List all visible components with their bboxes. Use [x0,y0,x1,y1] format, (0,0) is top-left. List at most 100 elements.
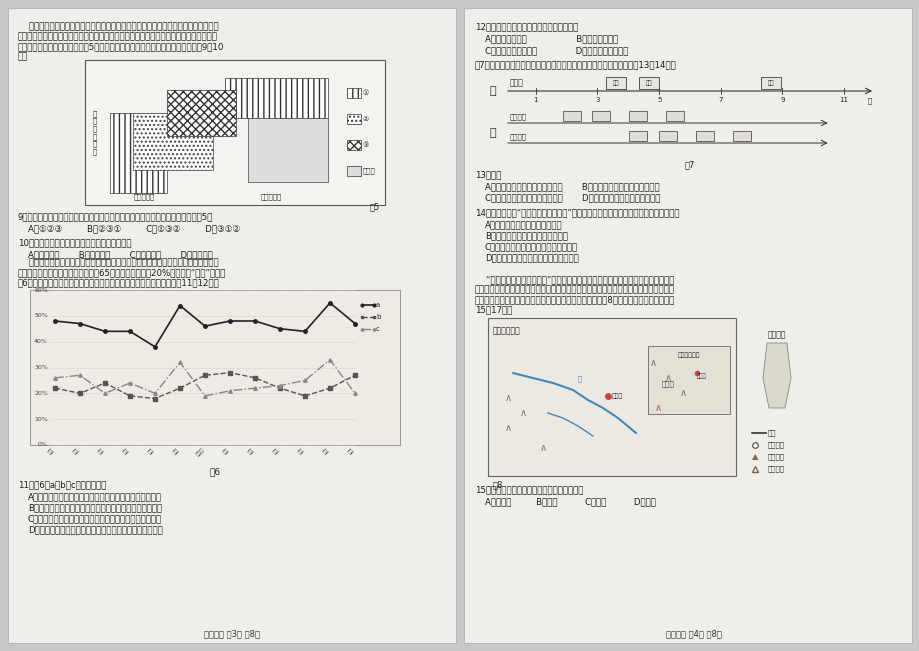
Text: ②: ② [363,116,369,122]
Text: 江西省: 江西省 [662,380,675,387]
Text: 11．图6中a、b、c曲线分别代表: 11．图6中a、b、c曲线分别代表 [18,480,107,489]
Text: A．改良水稻品种，推广杂交水稻: A．改良水稻品种，推广杂交水稻 [484,220,562,229]
Text: C．乙地农事最繁忙时为春分前后       D．乙地水稻生长周期远长于甲地: C．乙地农事最繁忙时为春分前后 D．乙地水稻生长周期远长于甲地 [484,193,660,202]
Text: A．少年儿童人口抚养比、老年人口抚养比、总人口抚养比: A．少年儿童人口抚养比、老年人口抚养比、总人口抚养比 [28,492,162,501]
Text: 居住区: 居住区 [363,168,375,174]
Bar [346,114,360,124]
Bar [248,118,328,182]
Text: ③: ③ [363,142,369,148]
Text: “匠从八方来，器成天下走”，不拘是进贡宫廷还是出口海外，景德镇瓷器一直备受: “匠从八方来，器成天下走”，不拘是进贡宫廷还是出口海外，景德镇瓷器一直备受 [474,275,674,284]
Text: 次人口普查结果显示南通、泰州两市65岁以上人口比重败20%，为江苏“最老”城市。: 次人口普查结果显示南通、泰州两市65岁以上人口比重败20%，为江苏“最老”城市。 [18,268,226,277]
Text: 乙: 乙 [489,128,495,138]
Text: 城市边缘区: 城市边缘区 [260,193,281,200]
Text: 图7为农闲甲、乙两地水稻适宜种植时间及其生长阶段示意图。据此回筀13～14题。: 图7为农闲甲、乙两地水稻适宜种植时间及其生长阶段示意图。据此回筀13～14题。 [474,60,676,69]
Text: 40%: 40% [34,339,48,344]
Text: 图6为第七次人口普查江苏省各地级市人口抚养比曲线示意图。据此回筀11～12题。: 图6为第七次人口普查江苏省各地级市人口抚养比曲线示意图。据此回筀11～12题。 [18,278,220,287]
Text: D．提高机械化水平，保障单位面积产量: D．提高机械化水平，保障单位面积产量 [484,253,578,262]
Text: 业群落主要分为制造业产业群落、生产性服务业产业群落（金融业等）、消费性服务业产: 业群落主要分为制造业产业群落、生产性服务业产业群落（金融业等）、消费性服务业产 [18,32,218,41]
Polygon shape [762,343,790,408]
Text: 1: 1 [533,97,538,103]
Text: 5: 5 [656,97,661,103]
Text: B．加大化肥使用量，保证稳产高产: B．加大化肥使用量，保证稳产高产 [484,231,567,240]
Text: 7: 7 [718,97,722,103]
Text: 13．图中: 13．图中 [474,170,501,179]
Text: 15～17题。: 15～17题。 [474,305,512,314]
Text: ∧: ∧ [504,393,511,403]
Text: 双季早稻: 双季早稻 [509,114,527,120]
Text: ∧: ∧ [519,408,526,418]
Bar [85,60,384,205]
Text: 瑾治，这种辉煌离不开当地优质的瓷土资源。历经一千多年的开采，景德镇的高岭土资源: 瑾治，这种辉煌离不开当地优质的瓷土资源。历经一千多年的开采，景德镇的高岭土资源 [474,285,675,294]
Text: A．①②③         B．②③①         C．①③②         D．③①②: A．①②③ B．②③① C．①③② D．③①② [28,224,240,233]
Text: 无锡: 无锡 [72,447,80,455]
Bar [639,77,659,89]
Text: 宿迁: 宿迁 [346,447,355,455]
Bar [761,77,780,89]
Text: 14．为尽快落实“手中有粮，心中不慌”的战略目标，下列有关水稻生产的措施可行的是: 14．为尽快落实“手中有粮，心中不慌”的战略目标，下列有关水稻生产的措施可行的是 [474,208,679,217]
Text: 高一地理 第4页 关8页: 高一地理 第4页 关8页 [665,629,721,638]
Text: 邓路: 邓路 [767,430,776,436]
Text: 景德镇局部图: 景德镇局部图 [493,326,520,335]
Text: 11: 11 [839,97,847,103]
Bar [133,113,213,170]
Text: ∧: ∧ [653,403,661,413]
Text: 播种: 播种 [612,80,618,86]
Text: 某一产业领域相互关联的企业及其支撑体系在一定区域内大量集聚形成产业群落。产: 某一产业领域相互关联的企业及其支撑体系在一定区域内大量集聚形成产业群落。产 [18,22,219,31]
Bar [110,113,167,193]
Text: 9．制造业产业群落、生产性服务业产业群落、消费性服务业产业群落分别对应图5中: 9．制造业产业群落、生产性服务业产业群落、消费性服务业产业群落分别对应图5中 [18,212,213,221]
Text: 10%: 10% [34,417,48,422]
Bar [8,8,456,643]
Text: 20%: 20% [34,391,48,396]
Bar [30,290,400,445]
Text: ①: ① [363,90,369,96]
Text: 30%: 30% [34,365,48,370]
Text: 15．早期景德镇制瓷业扬名的主要区位因素是: 15．早期景德镇制瓷业扬名的主要区位因素是 [474,485,583,494]
Bar [647,346,729,414]
Text: ∧: ∧ [664,373,671,383]
Text: 徐州: 徐州 [96,447,105,455]
Text: 单季稻: 单季稻 [509,79,523,87]
Text: C．加大劳动力投入，增加水稻播种次数: C．加大劳动力投入，增加水稻播种次数 [484,242,577,251]
Bar [487,318,735,476]
Text: 南通: 南通 [172,447,180,455]
Text: 南京: 南京 [47,447,55,455]
Text: 盐城: 盐城 [247,447,255,455]
Text: b: b [376,314,380,320]
Text: 产
业
群
落
规
模: 产 业 群 落 规 模 [93,110,97,155]
Text: 城市核心区: 城市核心区 [134,193,155,200]
Text: 景德镇: 景德镇 [696,374,706,380]
Text: 常州: 常州 [122,447,130,455]
Text: 扬州: 扬州 [272,447,279,455]
Text: 人口抚养比，通常指的是人口数量中非劳动年龄人口数与劳动年龄人口数之比。第七: 人口抚养比，通常指的是人口数量中非劳动年龄人口数与劳动年龄人口数之比。第七 [18,258,219,267]
Text: a: a [376,302,380,308]
Bar [346,88,360,98]
Text: ∧: ∧ [504,423,511,433]
Text: 60%: 60% [34,288,48,292]
Bar [346,166,360,176]
Bar [346,140,360,150]
Text: 河: 河 [577,375,582,381]
Bar [606,77,625,89]
Text: 题。: 题。 [18,52,28,61]
Text: 图7: 图7 [684,160,695,169]
Text: 收割: 收割 [767,80,774,86]
Text: 业群落（批发、零售业等）。图5示意某大都市产业群落空间结构模式。据此回筀9～10: 业群落（批发、零售业等）。图5示意某大都市产业群落空间结构模式。据此回筀9～10 [18,42,224,51]
Bar [665,111,684,121]
Text: 3: 3 [595,97,599,103]
Text: B．总人口抚养比、老年人口抚养比、少年儿童人口抚养比: B．总人口抚养比、老年人口抚养比、少年儿童人口抚养比 [28,503,162,512]
Text: 图6: 图6 [210,467,221,476]
Text: ∧: ∧ [679,388,686,398]
Text: 9: 9 [779,97,784,103]
Text: ∧: ∧ [649,358,656,368]
Bar [695,131,713,141]
Text: 镇江: 镇江 [297,447,305,455]
Text: A．经济因素       B．社会因素       C．历史因素       D．政治因素: A．经济因素 B．社会因素 C．历史因素 D．政治因素 [28,250,212,259]
Text: 艺术瓷器: 艺术瓷器 [767,330,786,339]
Text: 高一地理 第3页 关8页: 高一地理 第3页 关8页 [204,629,260,638]
Text: 泰州: 泰州 [322,447,330,455]
Bar [629,131,646,141]
Bar [463,8,911,643]
Text: 景德镇: 景德镇 [611,393,622,399]
Text: 12．苏州总人口抚养比最低，其原因可能是: 12．苏州总人口抚养比最低，其原因可能是 [474,22,578,31]
Text: 明道局道: 明道局道 [767,441,784,449]
